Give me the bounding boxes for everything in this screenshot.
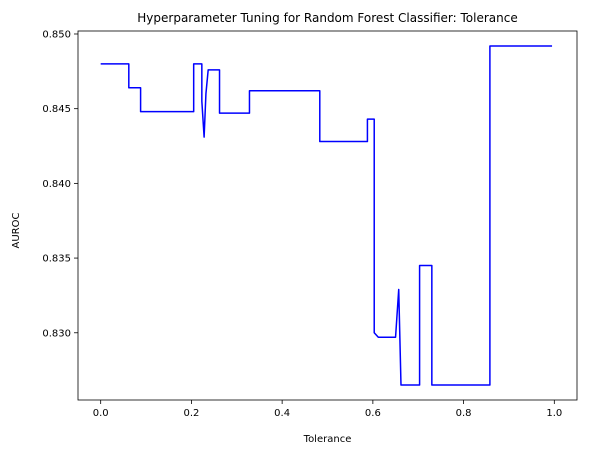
y-axis-label: AUROC — [11, 213, 22, 249]
x-axis-label: Tolerance — [303, 434, 352, 445]
plot-area — [77, 30, 578, 401]
x-tick-label: 0.2 — [183, 408, 199, 419]
x-tick-label: 0.6 — [365, 408, 381, 419]
x-tick-label: 0.8 — [456, 408, 472, 419]
y-tick-label: 0.840 — [42, 179, 71, 190]
y-tick-label: 0.830 — [42, 328, 71, 339]
x-tick-label: 1.0 — [546, 408, 562, 419]
y-tick-label: 0.850 — [42, 29, 71, 40]
chart-title: Hyperparameter Tuning for Random Forest … — [137, 11, 517, 25]
plot-frame — [77, 30, 578, 401]
x-tick-label: 0.4 — [274, 408, 290, 419]
y-tick-label: 0.835 — [42, 254, 71, 265]
y-tick-label: 0.845 — [42, 104, 71, 115]
series-line-0 — [100, 45, 553, 386]
y-axis-ticks: 0.830 0.835 0.840 0.845 0.850 — [42, 29, 78, 339]
x-tick-label: 0.0 — [93, 408, 109, 419]
x-axis-ticks: 0.0 0.2 0.4 0.6 0.8 1.0 — [93, 400, 562, 419]
